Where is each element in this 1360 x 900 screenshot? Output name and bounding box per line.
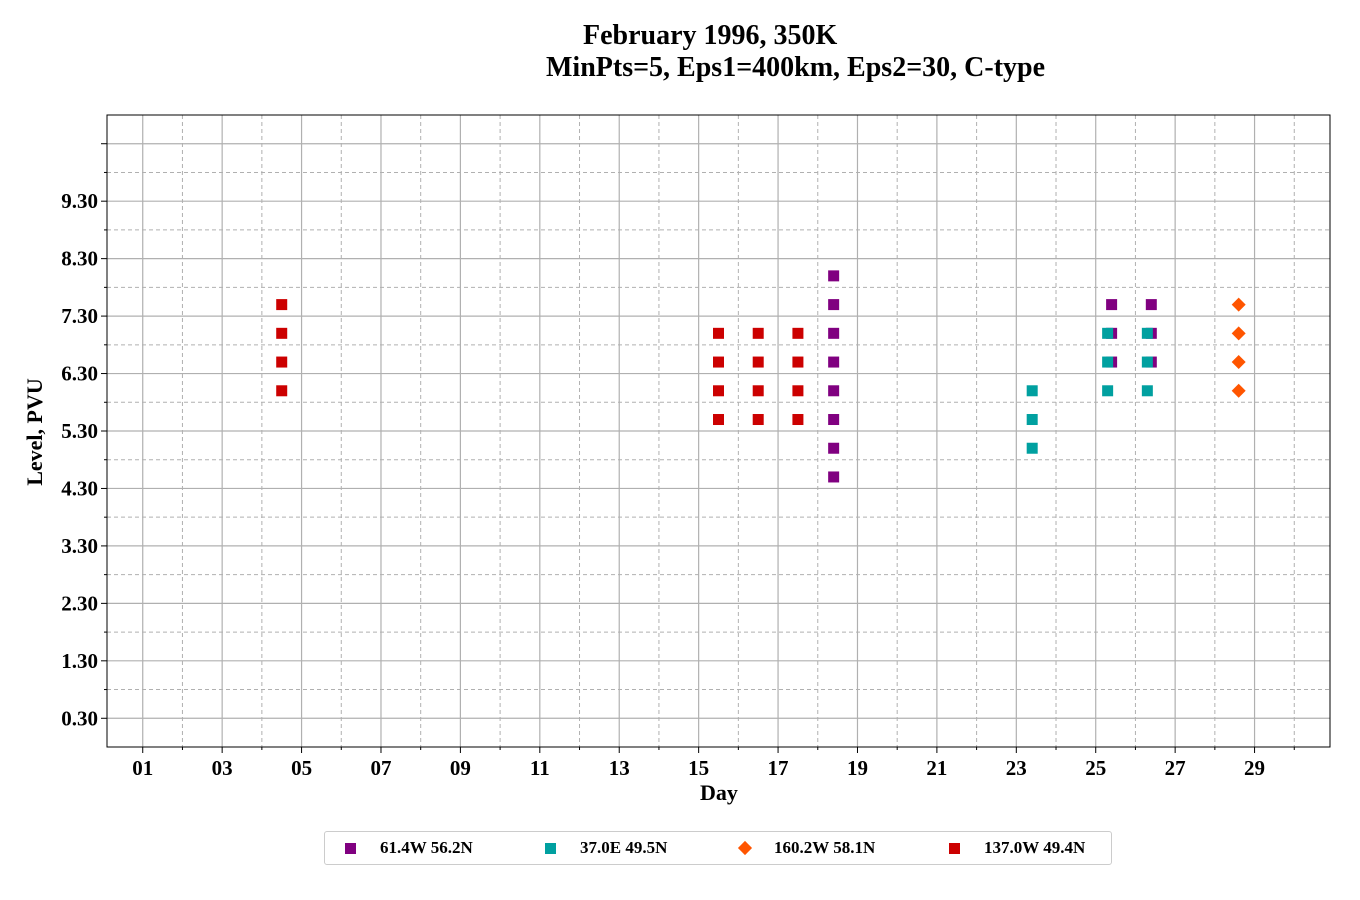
data-point-series-4 [713,356,724,368]
data-point-series-4 [276,299,288,311]
data-point-series-4 [752,414,764,426]
data-point-series-2 [1102,356,1114,368]
x-tick-label: 17 [768,756,789,780]
square-marker-icon [545,842,556,854]
data-point-series-1 [828,442,840,454]
data-point-series-1 [828,356,840,368]
data-point-series-3 [1231,355,1246,370]
x-tick-label: 29 [1244,756,1265,780]
y-tick-label: 0.30 [61,706,98,730]
data-point-series-1 [828,327,840,339]
x-tick-label: 03 [212,756,233,780]
y-tick-label: 7.30 [61,304,98,328]
diamond-marker-icon [737,840,753,856]
data-point-series-2 [1141,385,1153,397]
x-tick-label: 21 [926,756,947,780]
legend-item-series-3: 160.2W 58.1N [737,832,876,864]
data-point-series-4 [276,356,288,368]
data-points [276,270,1246,483]
data-point-series-1 [828,471,840,483]
x-tick-label: 25 [1085,756,1106,780]
data-point-series-4 [752,385,764,397]
y-tick-label: 5.30 [61,419,98,443]
legend-label: 160.2W 58.1N [774,838,876,857]
data-point-series-2 [1102,385,1114,397]
data-point-series-4 [276,385,288,397]
y-tick-label: 8.30 [61,247,98,271]
x-tick-label: 11 [530,756,550,780]
data-point-series-4 [792,356,804,368]
data-point-series-1 [828,299,840,311]
y-tick-label: 1.30 [61,649,98,673]
data-point-series-1 [828,385,840,397]
y-tick-label: 9.30 [61,189,98,213]
data-point-series-4 [713,414,724,426]
legend: 61.4W 56.2N 37.0E 49.5N 160.2W 58.1N 137… [324,831,1112,865]
data-point-series-4 [792,385,804,397]
data-point-series-1 [828,414,840,426]
x-tick-label: 09 [450,756,471,780]
grid-lines [107,115,1330,747]
square-marker-icon [949,842,960,854]
legend-item-series-4: 137.0W 49.4N [949,832,1085,864]
data-point-series-1 [828,270,840,282]
data-point-series-2 [1141,327,1153,339]
data-point-series-3 [1231,326,1246,341]
data-point-series-2 [1026,385,1038,397]
legend-label: 137.0W 49.4N [984,838,1086,857]
x-tick-label: 01 [132,756,153,780]
y-tick-label: 2.30 [61,591,98,615]
x-tick-label: 13 [609,756,630,780]
x-tick-label: 23 [1006,756,1027,780]
square-marker-icon [345,842,356,854]
data-point-series-4 [792,327,804,339]
x-tick-label: 07 [370,756,391,780]
x-tick-label: 19 [847,756,868,780]
y-axis-label: Level, PVU [22,378,47,486]
data-point-series-4 [752,327,764,339]
data-point-series-3 [1231,383,1246,398]
data-point-series-4 [713,327,724,339]
x-axis-label: Day [700,780,738,805]
data-point-series-1 [1106,299,1118,311]
data-point-series-3 [1231,297,1246,312]
y-tick-label: 6.30 [61,362,98,386]
legend-label: 37.0E 49.5N [580,838,668,857]
legend-item-series-1: 61.4W 56.2N [345,832,473,864]
y-tick-label: 4.30 [61,476,98,500]
legend-item-series-2: 37.0E 49.5N [545,832,667,864]
chart-title: February 1996, 350K [583,20,838,51]
data-point-series-4 [276,327,288,339]
data-point-series-2 [1102,327,1114,339]
data-point-series-4 [792,414,804,426]
x-tick-label: 27 [1165,756,1186,780]
y-tick-label: 3.30 [61,534,98,558]
data-point-series-1 [1145,299,1157,311]
data-point-series-2 [1026,442,1038,454]
data-point-series-4 [713,385,724,397]
legend-label: 61.4W 56.2N [380,838,473,857]
x-tick-label: 05 [291,756,312,780]
chart-subtitle: MinPts=5, Eps1=400km, Eps2=30, C-type [546,52,1046,83]
axis-ticks: 01 03 05 07 09 11 13 15 17 19 21 23 25 27 29 0.30 1.30 2.… [61,143,1295,780]
data-point-series-4 [752,356,764,368]
x-tick-label: 15 [688,756,709,780]
data-point-series-2 [1141,356,1153,368]
data-point-series-2 [1026,414,1038,426]
